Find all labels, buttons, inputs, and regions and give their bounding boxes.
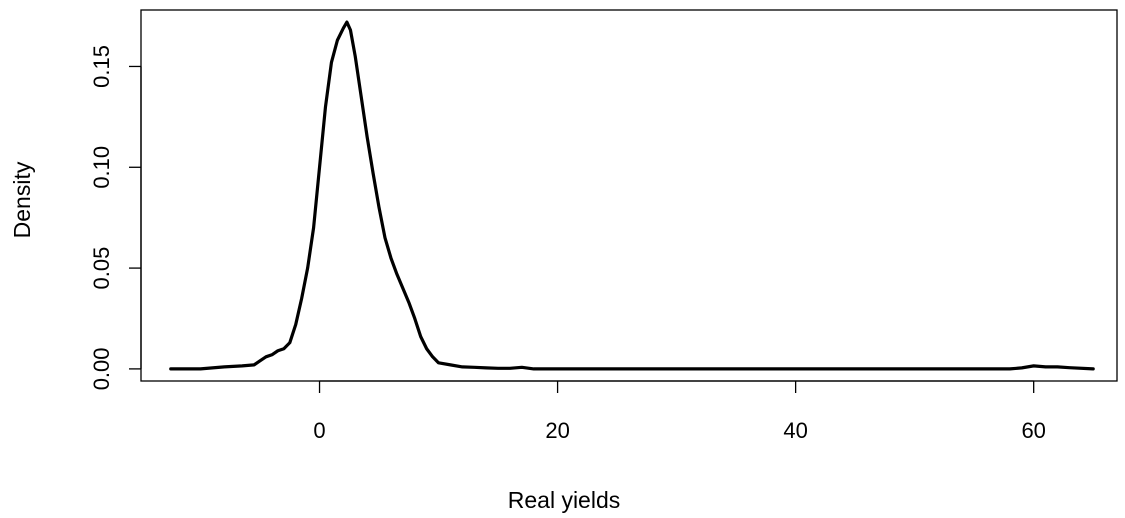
y-axis-title: Density bbox=[9, 161, 35, 238]
x-axis: 0 20 40 60 bbox=[313, 380, 1046, 443]
y-axis: 0.00 0.05 0.10 0.15 bbox=[89, 45, 142, 390]
x-tick-label: 0 bbox=[313, 418, 325, 443]
x-tick-label: 60 bbox=[1021, 418, 1045, 443]
x-axis-title: Real yields bbox=[508, 487, 621, 513]
y-tick-label: 0.00 bbox=[89, 347, 114, 390]
plot-frame bbox=[140, 9, 1118, 382]
y-tick-label: 0.05 bbox=[89, 247, 114, 290]
x-tick-label: 40 bbox=[783, 418, 807, 443]
x-tick-label: 20 bbox=[545, 418, 569, 443]
density-line bbox=[169, 20, 1095, 371]
y-tick-label: 0.10 bbox=[89, 146, 114, 189]
y-tick-label: 0.15 bbox=[89, 45, 114, 88]
